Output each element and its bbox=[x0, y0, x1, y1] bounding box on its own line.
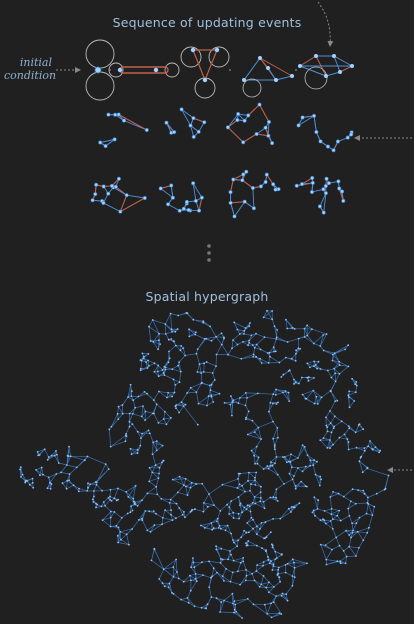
event-graph bbox=[180, 46, 230, 99]
event-graph bbox=[298, 54, 354, 90]
events-title: Sequence of updating events bbox=[112, 15, 302, 30]
initial-condition-label: initial condition bbox=[4, 56, 57, 82]
ellipsis-vertical-icon bbox=[207, 244, 211, 262]
event-graph bbox=[294, 175, 346, 215]
hypergraph-title: Spatial hypergraph bbox=[145, 289, 269, 304]
event-graph bbox=[108, 62, 180, 78]
event-graph bbox=[158, 181, 204, 213]
event-graph bbox=[225, 102, 275, 146]
event-graph bbox=[98, 112, 149, 148]
event-graph bbox=[296, 113, 354, 153]
event-graph bbox=[85, 39, 115, 101]
spatial-hypergraph bbox=[19, 309, 390, 619]
arrow-icon bbox=[317, 1, 334, 47]
event-graph bbox=[90, 176, 147, 214]
event-sequence bbox=[85, 39, 354, 219]
event-graph bbox=[164, 107, 207, 139]
event-graph bbox=[242, 56, 294, 98]
event-graph bbox=[228, 169, 281, 219]
